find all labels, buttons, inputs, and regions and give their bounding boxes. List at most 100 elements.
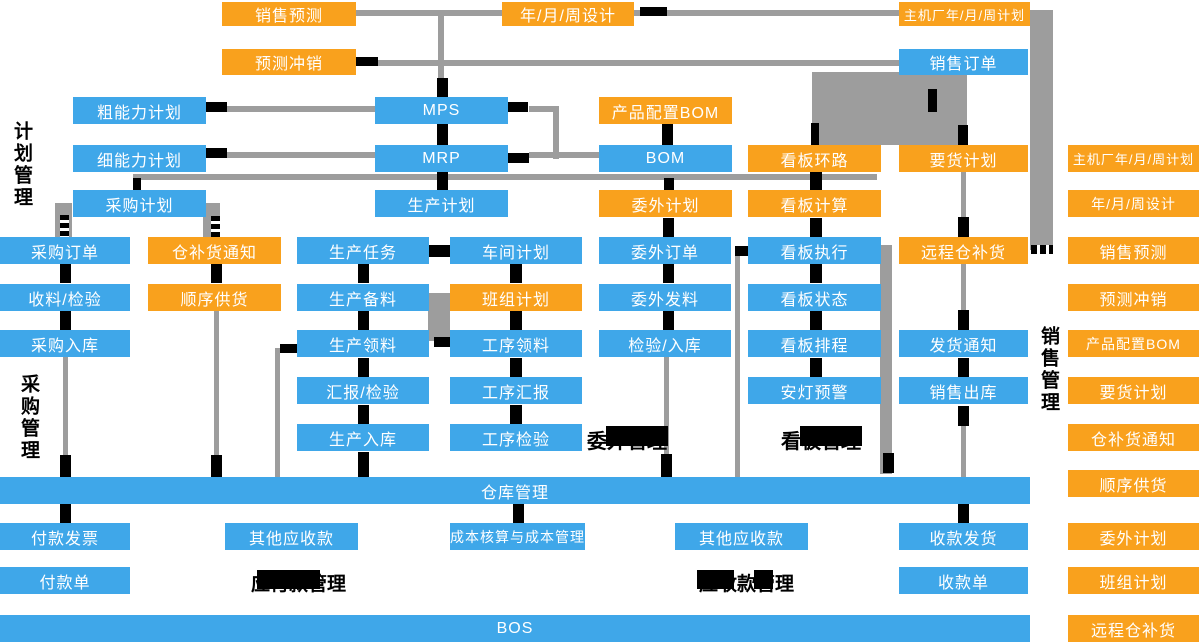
connector-segment xyxy=(958,503,969,523)
node-sb-sequence-supply: 顺序供货 xyxy=(1068,470,1199,497)
node-inspect-inbound: 检验/入库 xyxy=(599,330,731,357)
node-kanban-exec: 看板执行 xyxy=(748,237,881,264)
connector-segment xyxy=(810,358,822,377)
node-outsourcing-order: 委外订单 xyxy=(599,237,731,264)
connector-dashed-segment xyxy=(211,216,220,238)
connector-segment xyxy=(958,125,968,145)
connector-segment xyxy=(958,406,969,426)
node-mrp: MRP xyxy=(375,145,508,172)
connector-segment xyxy=(513,504,524,523)
node-mps: MPS xyxy=(375,97,508,124)
connector-segment xyxy=(60,264,71,283)
connector-segment xyxy=(810,218,822,237)
connector-segment xyxy=(437,163,448,190)
node-fine-capacity-plan: 细能力计划 xyxy=(73,145,206,172)
connector-segment xyxy=(662,124,673,145)
side-label-purchase-mgmt: 采购管理 xyxy=(18,374,39,462)
connector-segment xyxy=(428,245,455,257)
connector-line xyxy=(133,174,877,180)
connector-segment xyxy=(358,358,369,377)
node-sb-forecast-writeoff: 预测冲销 xyxy=(1068,284,1199,311)
connector-line xyxy=(428,293,450,341)
connector-segment xyxy=(811,123,819,145)
connector-segment xyxy=(358,264,369,283)
connector-segment xyxy=(664,178,674,190)
node-rough-capacity-plan: 粗能力计划 xyxy=(73,97,206,124)
connector-segment xyxy=(663,264,674,283)
node-sb-team-plan: 班组计划 xyxy=(1068,567,1199,594)
connector-segment xyxy=(958,310,969,330)
node-process-inspect: 工序检验 xyxy=(450,424,582,451)
node-kanban-status: 看板状态 xyxy=(748,284,881,311)
label-redaction-mask xyxy=(800,426,862,446)
label-redaction-mask xyxy=(257,570,320,589)
node-production-inbound: 生产入库 xyxy=(297,424,429,451)
connector-segment xyxy=(280,344,297,353)
node-sb-delivery-plan: 要货计划 xyxy=(1068,377,1199,404)
node-bos-bar: BOS xyxy=(0,615,1030,642)
node-process-report: 工序汇报 xyxy=(450,377,582,404)
connector-segment xyxy=(60,311,71,330)
connector-segment xyxy=(133,178,141,191)
connector-segment xyxy=(358,452,369,477)
connector-segment xyxy=(60,455,71,477)
node-sb-outsourcing-plan: 委外计划 xyxy=(1068,523,1199,550)
label-redaction-mask xyxy=(754,570,773,589)
node-outsourcing-issue: 委外发料 xyxy=(599,284,731,311)
connector-segment xyxy=(883,453,894,473)
connector-segment xyxy=(358,311,369,330)
node-product-config-bom: 产品配置BOM xyxy=(599,97,732,124)
connector-line xyxy=(227,152,375,158)
node-warehouse-mgmt-bar: 仓库管理 xyxy=(0,477,1030,504)
node-sb-oem-ymw-plan: 主机厂年/月/周计划 xyxy=(1068,145,1199,172)
connector-line xyxy=(812,72,967,145)
connector-segment xyxy=(810,311,822,330)
connector-dashed-segment xyxy=(60,215,69,238)
node-workshop-plan: 车间计划 xyxy=(450,237,582,264)
connector-line xyxy=(735,248,740,478)
connector-line xyxy=(961,172,966,238)
connector-line xyxy=(529,106,556,112)
node-process-picking: 工序领料 xyxy=(450,330,582,357)
node-payment-slip: 付款单 xyxy=(0,567,130,594)
node-purchase-plan: 采购计划 xyxy=(73,190,206,217)
node-andon-warning: 安灯预警 xyxy=(748,377,881,404)
connector-line xyxy=(961,425,966,478)
connector-line xyxy=(227,106,375,112)
node-sb-remote-replenish: 远程仓补货 xyxy=(1068,615,1199,642)
connector-segment xyxy=(510,405,522,424)
connector-segment xyxy=(958,217,969,237)
connector-segment xyxy=(735,246,749,256)
connector-line xyxy=(961,264,966,331)
connector-segment xyxy=(60,504,71,523)
connector-line xyxy=(1030,10,1053,250)
node-ymw-design-top: 年/月/周设计 xyxy=(502,2,634,26)
node-cost-accounting: 成本核算与成本管理 xyxy=(450,523,585,550)
connector-line xyxy=(664,357,669,478)
node-sb-ymw-design: 年/月/周设计 xyxy=(1068,190,1199,217)
connector-segment xyxy=(434,337,450,347)
node-other-receivables-right: 其他应收款 xyxy=(675,523,808,550)
node-remote-replenish: 远程仓补货 xyxy=(899,237,1028,264)
connector-segment xyxy=(508,153,529,163)
node-report-inspect: 汇报/检验 xyxy=(297,377,429,404)
side-label-sales-mgmt: 销售管理 xyxy=(1038,326,1059,414)
node-sequence-supply: 顺序供货 xyxy=(148,284,281,311)
node-other-receivables-left: 其他应收款 xyxy=(225,523,358,550)
node-sb-sales-forecast: 销售预测 xyxy=(1068,237,1199,264)
connector-segment xyxy=(507,102,528,112)
label-redaction-mask xyxy=(606,426,668,446)
connector-segment xyxy=(663,311,674,330)
node-production-prep: 生产备料 xyxy=(297,284,429,311)
connector-segment xyxy=(211,455,222,477)
node-oem-ymw-plan-top: 主机厂年/月/周计划 xyxy=(899,2,1030,26)
node-bom: BOM xyxy=(599,145,732,172)
connector-segment xyxy=(437,124,448,145)
node-production-task: 生产任务 xyxy=(297,237,429,264)
node-kanban-calc: 看板计算 xyxy=(748,190,881,217)
node-sales-order: 销售订单 xyxy=(899,49,1028,75)
node-team-plan: 班组计划 xyxy=(450,284,582,311)
node-purchase-order: 采购订单 xyxy=(0,237,130,264)
node-sb-warehouse-replenish-notice: 仓补货通知 xyxy=(1068,424,1199,451)
